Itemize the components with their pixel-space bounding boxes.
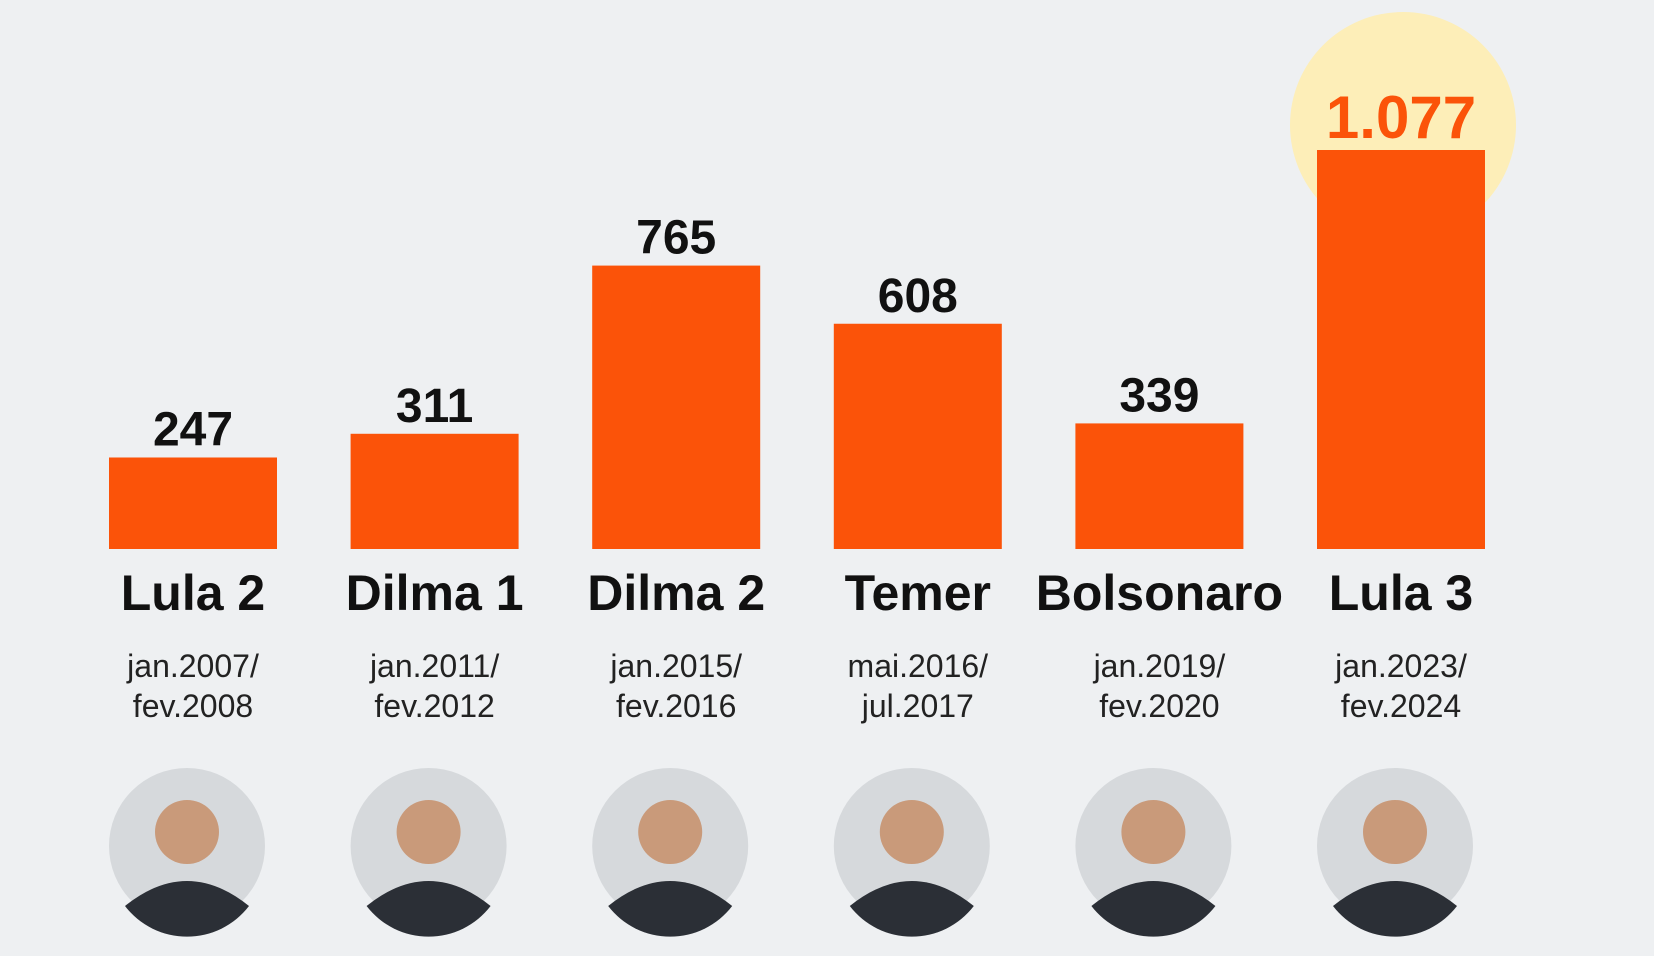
period-label: fev.2020: [1099, 688, 1219, 724]
category-label: Dilma 2: [587, 565, 765, 621]
category-label: Bolsonaro: [1036, 565, 1283, 621]
portrait-lula-icon: [1317, 768, 1473, 937]
period-label: jan.2007/: [126, 648, 259, 684]
period-label: fev.2024: [1341, 688, 1461, 724]
period-label: mai.2016/: [848, 648, 989, 684]
period-label: fev.2016: [616, 688, 736, 724]
period-label: jan.2015/: [609, 648, 742, 684]
period-label: fev.2012: [374, 688, 494, 724]
category-label: Lula 2: [121, 565, 265, 621]
portrait-temer-icon: [833, 768, 990, 937]
period-label: jan.2011/: [369, 648, 499, 684]
category-label: Temer: [845, 565, 991, 621]
period-label: fev.2008: [133, 688, 253, 724]
period-label: jul.2017: [861, 688, 974, 724]
period-label: jan.2023/: [1334, 648, 1467, 684]
bar: [833, 323, 1002, 549]
bar: [1075, 423, 1244, 549]
value-label: 765: [636, 212, 716, 265]
value-label: 1.077: [1326, 84, 1476, 151]
value-label: 339: [1119, 369, 1199, 422]
value-label: 247: [153, 403, 233, 456]
portrait-bolsonaro-icon: [1075, 768, 1232, 937]
value-label: 608: [878, 270, 958, 323]
category-label: Lula 3: [1329, 565, 1473, 621]
portrait-lula-icon: [109, 768, 265, 937]
bar: [109, 457, 277, 549]
portrait-dilma-icon: [592, 768, 749, 937]
bar: [592, 265, 761, 549]
category-label: Dilma 1: [346, 565, 524, 621]
period-label: jan.2019/: [1093, 648, 1226, 684]
portrait-dilma-icon: [350, 768, 507, 937]
bar: [1317, 150, 1485, 549]
value-label: 311: [396, 380, 473, 433]
bar: [350, 433, 519, 549]
